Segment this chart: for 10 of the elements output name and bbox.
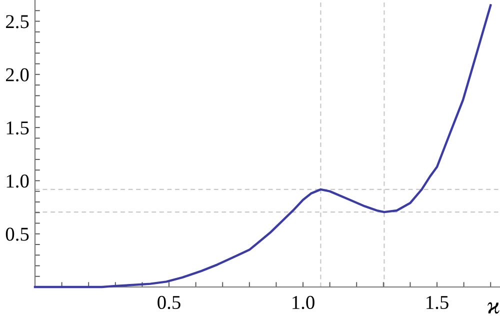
- y-tick-label: 2.0: [6, 68, 29, 82]
- y-tick-label: 0.5: [6, 228, 29, 241]
- y-tick-label: 1.0: [6, 174, 29, 188]
- x-axis-title: ϰ: [488, 302, 500, 314]
- x-tick-label: 1.5: [426, 296, 448, 310]
- y-tick-label: 1.5: [6, 121, 29, 135]
- y-tick-label: 2.5: [6, 15, 29, 28]
- x-tick-label: 1.0: [292, 296, 314, 310]
- line-series: [34, 4, 492, 288]
- x-tick-label: 0.5: [158, 296, 180, 310]
